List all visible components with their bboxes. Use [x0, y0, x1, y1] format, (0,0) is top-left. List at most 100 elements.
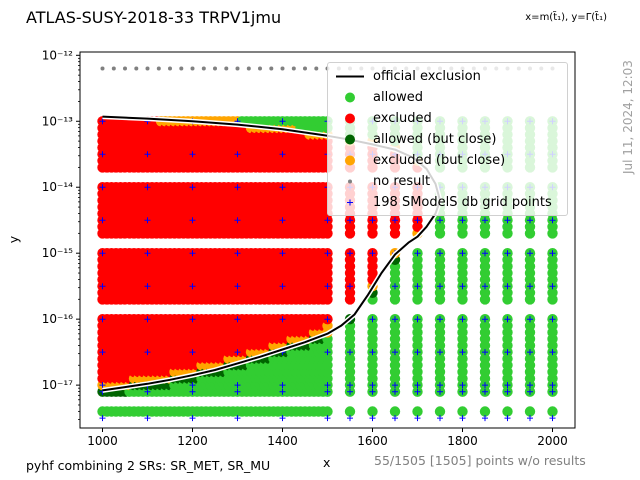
grid-point-marker: [324, 283, 331, 290]
legend-label: allowed: [373, 90, 424, 105]
legend-item-official: official exclusion: [328, 66, 567, 87]
grid-point-marker: [189, 415, 196, 422]
grid-point-marker: [144, 250, 151, 257]
grid-point-marker: [369, 388, 376, 395]
legend-label: excluded: [373, 111, 432, 126]
no-result-point: [100, 66, 105, 71]
legend-dot-swatch: [345, 155, 355, 166]
grid-point-marker: [144, 151, 151, 158]
grid-point-marker: [414, 349, 421, 356]
legend-dot-swatch: [345, 113, 355, 124]
legend-label: excluded (but close): [373, 153, 506, 168]
grid-point-marker: [504, 382, 511, 389]
grid-point-marker: [279, 316, 286, 323]
grid-point-marker: [527, 388, 533, 395]
grid-point-marker: [234, 283, 241, 290]
no-result-point: [303, 66, 307, 71]
grid-point-marker: [414, 316, 421, 323]
grid-point-marker: [527, 349, 533, 356]
y-tick-label: 10⁻¹²: [42, 48, 73, 62]
grid-point-marker: [189, 349, 196, 356]
grid-point-marker: [437, 349, 443, 356]
grid-point-marker: [144, 283, 151, 290]
grid-point-marker: [527, 316, 533, 323]
grid-point-marker: [324, 217, 331, 224]
no-result-point: [235, 66, 240, 71]
scan-point-allowed: [502, 406, 513, 417]
grid-point-marker: [437, 217, 443, 224]
grid-point-marker: [189, 217, 196, 224]
grid-point-marker: [347, 283, 353, 290]
chart-title: ATLAS-SUSY-2018-33 TRPV1jmu: [26, 8, 282, 27]
legend-item-grid-points: 198 SModelS db grid points: [328, 192, 567, 213]
grid-point-marker: [482, 250, 488, 257]
y-tick-label: 10⁻¹⁵: [42, 246, 73, 260]
grid-point-marker: [549, 382, 556, 389]
grid-point-marker: [279, 184, 286, 191]
grid-point-marker: [504, 217, 511, 224]
grid-point-marker: [527, 283, 533, 290]
legend-plus-swatch: [347, 199, 353, 206]
scan-point-allowed: [434, 406, 446, 417]
grid-point-marker: [549, 388, 556, 395]
grid-point-marker: [144, 388, 151, 395]
grid-point-marker: [234, 250, 241, 257]
grid-point-marker: [234, 388, 241, 395]
x-tick-label: 1000: [87, 434, 118, 448]
grid-point-marker: [437, 250, 443, 257]
grid-point-marker: [189, 184, 196, 191]
grid-point-marker: [459, 316, 466, 323]
scan-point-allowed: [457, 406, 468, 417]
scan-point-allowed: [524, 406, 536, 417]
grid-point-marker: [392, 316, 398, 323]
legend-item-excluded: excluded: [328, 108, 567, 129]
grid-point-marker: [234, 217, 241, 224]
grid-point-marker: [527, 217, 533, 224]
grid-point-marker: [482, 388, 488, 395]
grid-point-marker: [437, 283, 443, 290]
plot-frame: [79, 51, 576, 429]
legend-item-excluded-close: excluded (but close): [328, 150, 567, 171]
no-result-point: [179, 66, 184, 71]
grid-point-marker: [414, 388, 421, 395]
legend-label: official exclusion: [373, 69, 481, 84]
grid-point-marker: [459, 388, 466, 395]
grid-point-marker: [392, 388, 398, 395]
grid-point-marker: [504, 388, 511, 395]
grid-point-marker: [549, 415, 556, 422]
grid-point-marker: [347, 217, 353, 224]
grid-point-marker: [279, 388, 286, 395]
grid-point-marker: [437, 382, 443, 389]
legend: official exclusion allowed excluded allo…: [327, 62, 568, 216]
grid-point-marker: [459, 250, 466, 257]
grid-point-marker: [234, 415, 241, 422]
y-tick-label: 10⁻¹⁶: [42, 312, 73, 326]
grid-point-marker: [144, 217, 151, 224]
grid-point-marker: [99, 316, 106, 323]
combination-note: pyhf combining 2 SRs: SR_MET, SR_MU: [26, 458, 271, 473]
grid-point-marker: [549, 349, 556, 356]
legend-dot-swatch: [345, 92, 355, 103]
axes-layer: 1000 1200 1400 1600 1800 2000 10⁻¹⁷ 10⁻¹⁶ 10⁻¹⁵ 1…: [42, 48, 576, 448]
grid-point-marker: [324, 250, 331, 257]
grid-point-marker: [527, 415, 533, 422]
legend-line-swatch: [336, 75, 364, 78]
grid-point-marker: [324, 415, 331, 422]
no-result-point: [168, 66, 172, 71]
grid-point-marker: [189, 388, 196, 395]
grid-point-marker: [504, 316, 511, 323]
no-result-point: [246, 66, 251, 71]
grid-point-marker: [99, 250, 106, 257]
grid-point-marker: [392, 349, 398, 356]
no-result-point: [190, 66, 195, 71]
scan-point-allowed: [479, 406, 491, 417]
grid-point-marker: [279, 250, 286, 257]
grid-point-marker: [527, 382, 533, 389]
grid-point-marker: [144, 349, 151, 356]
grid-point-marker: [369, 349, 376, 356]
grid-point-marker: [99, 349, 106, 356]
grid-point-marker: [414, 415, 421, 422]
no-result-point: [111, 66, 116, 71]
legend-label: 198 SModelS db grid points: [373, 195, 552, 210]
grid-point-marker: [549, 217, 556, 224]
